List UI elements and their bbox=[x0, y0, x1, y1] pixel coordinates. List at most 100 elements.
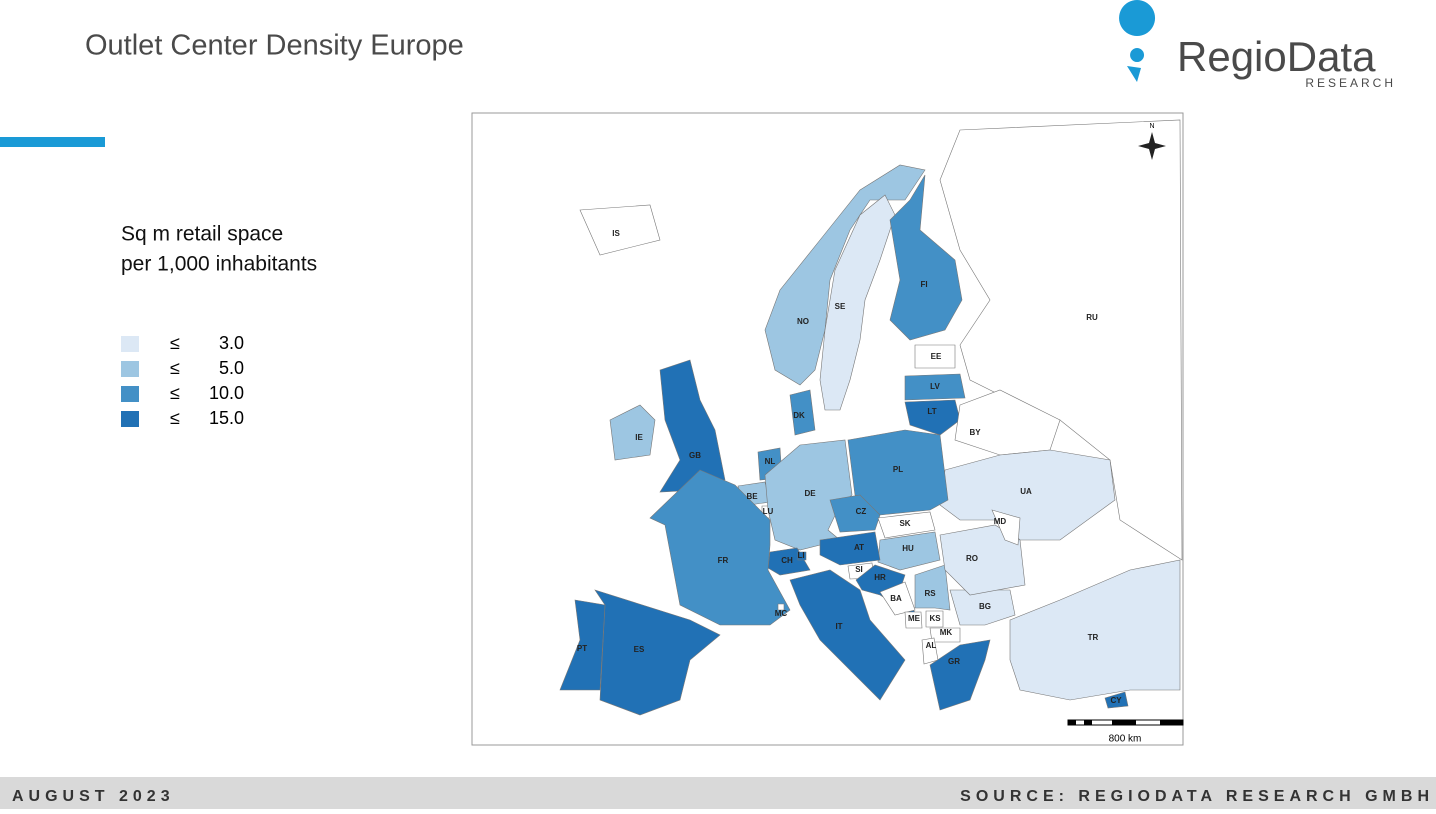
country-label: EE bbox=[931, 352, 942, 361]
country bbox=[789, 569, 906, 701]
scale-bar: 800 km bbox=[1067, 719, 1184, 745]
legend-swatch bbox=[121, 336, 139, 352]
country-label: BA bbox=[890, 594, 902, 603]
country-label: LV bbox=[930, 382, 940, 391]
country bbox=[764, 164, 926, 386]
legend-swatch bbox=[121, 411, 139, 427]
country-label: CY bbox=[1110, 696, 1122, 705]
country bbox=[914, 344, 956, 369]
scale-label: 800 km bbox=[1109, 734, 1142, 745]
legend-value: 15.0 bbox=[209, 408, 244, 428]
scale-segment bbox=[1084, 720, 1092, 725]
country bbox=[991, 509, 1021, 546]
country bbox=[929, 639, 991, 711]
country-label: SI bbox=[855, 565, 863, 574]
country-label: PL bbox=[893, 465, 903, 474]
country-label: RS bbox=[924, 589, 936, 598]
legend-value: 5.0 bbox=[219, 358, 244, 378]
scale-segment bbox=[1112, 720, 1136, 725]
country bbox=[819, 531, 881, 566]
legend-symbol: ≤ bbox=[170, 333, 180, 353]
legend-symbol: ≤ bbox=[170, 383, 180, 403]
country-label: FI bbox=[920, 280, 927, 289]
country bbox=[904, 611, 923, 629]
logo-icon bbox=[1127, 66, 1141, 82]
footer-source: SOURCE: REGIODATA RESEARCH GMBH bbox=[960, 788, 1434, 805]
country bbox=[797, 551, 807, 561]
country-label: KS bbox=[929, 614, 941, 623]
legend-swatch bbox=[121, 386, 139, 402]
country-label: DE bbox=[804, 489, 816, 498]
country bbox=[789, 389, 816, 436]
legend-symbol: ≤ bbox=[170, 358, 180, 378]
country-label: BG bbox=[979, 602, 991, 611]
country bbox=[889, 174, 963, 341]
country bbox=[877, 511, 936, 539]
country-label: GR bbox=[948, 657, 960, 666]
accent-bar bbox=[0, 137, 105, 147]
legend-title: Sq m retail space bbox=[121, 223, 283, 246]
logo-icon bbox=[1119, 0, 1156, 62]
country bbox=[559, 599, 606, 691]
country bbox=[904, 373, 966, 401]
country-label: AL bbox=[926, 641, 937, 650]
country-label: MK bbox=[940, 628, 953, 637]
country-label: FR bbox=[718, 556, 729, 565]
country bbox=[829, 494, 881, 533]
country-label: SE bbox=[835, 302, 846, 311]
country-label: AT bbox=[854, 543, 864, 552]
country bbox=[1104, 691, 1129, 709]
scale-segment bbox=[1068, 720, 1076, 725]
country-label: MD bbox=[994, 517, 1007, 526]
country bbox=[609, 404, 656, 461]
footer-bar bbox=[0, 777, 1436, 809]
country bbox=[949, 589, 1016, 626]
country bbox=[929, 627, 961, 643]
legend-value: 10.0 bbox=[209, 383, 244, 403]
country bbox=[904, 399, 961, 436]
country bbox=[925, 610, 944, 628]
footer-date: AUGUST 2023 bbox=[12, 788, 175, 805]
country-label: LT bbox=[927, 407, 936, 416]
north-arrow: N bbox=[1138, 123, 1166, 160]
title: Outlet Center Density Europe bbox=[85, 30, 464, 62]
country-label: HR bbox=[874, 573, 886, 582]
legend-title: per 1,000 inhabitants bbox=[121, 253, 317, 276]
country-label: DK bbox=[793, 411, 805, 420]
country bbox=[777, 603, 785, 611]
logo-text: RegioData bbox=[1177, 33, 1376, 80]
country-label: ME bbox=[908, 614, 921, 623]
country bbox=[939, 449, 1116, 541]
country bbox=[819, 194, 896, 411]
country-label: RO bbox=[966, 554, 978, 563]
country-label: RU bbox=[1086, 313, 1098, 322]
logo: RegioData RESEARCH bbox=[1119, 0, 1396, 90]
country bbox=[1009, 559, 1181, 701]
country-label: LU bbox=[763, 507, 774, 516]
legend-symbol: ≤ bbox=[170, 408, 180, 428]
country-label: LI bbox=[797, 551, 804, 560]
north-label: N bbox=[1149, 123, 1154, 130]
country-label: MC bbox=[775, 609, 788, 618]
country-label: TR bbox=[1088, 633, 1099, 642]
logo-sub: RESEARCH bbox=[1305, 76, 1396, 90]
scale-segment bbox=[1160, 720, 1183, 725]
country-label: IE bbox=[635, 433, 643, 442]
country-label: HU bbox=[902, 544, 914, 553]
country bbox=[764, 439, 853, 551]
country-label: UA bbox=[1020, 487, 1032, 496]
country-label: NL bbox=[765, 457, 776, 466]
compass bbox=[1138, 132, 1166, 160]
country-label: BY bbox=[969, 428, 981, 437]
country-label: SK bbox=[899, 519, 910, 528]
country-label: BE bbox=[746, 492, 758, 501]
map: RU IS NO SE FI EE LV LT BY UA IE GB DK NL BE LU DE PL CZ SK… bbox=[559, 119, 1183, 716]
legend-swatch bbox=[121, 361, 139, 377]
country-label: PT bbox=[577, 644, 587, 653]
legend: Sq m retail space per 1,000 inhabitants ≤ 3… bbox=[121, 223, 317, 428]
country-label: GB bbox=[689, 451, 701, 460]
country-label: CZ bbox=[856, 507, 867, 516]
country-label: ES bbox=[634, 645, 645, 654]
legend-value: 3.0 bbox=[219, 333, 244, 353]
